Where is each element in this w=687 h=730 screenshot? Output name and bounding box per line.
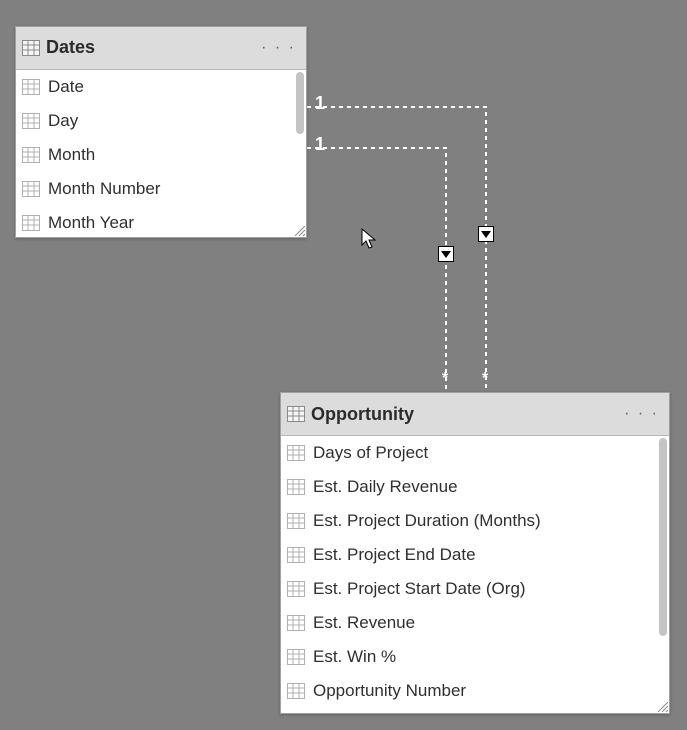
field-row[interactable]: Date xyxy=(16,70,306,104)
field-label: Est. Daily Revenue xyxy=(313,477,458,497)
field-label: Date xyxy=(48,77,84,97)
column-icon xyxy=(287,683,305,699)
column-icon xyxy=(22,215,40,231)
cardinality-from: 1 xyxy=(315,93,325,114)
resize-grip[interactable] xyxy=(295,226,305,236)
column-icon xyxy=(287,615,305,631)
cardinality-to: * xyxy=(442,370,448,388)
table-opportunity-menu[interactable]: · · · xyxy=(624,405,661,423)
cardinality-to: * xyxy=(482,370,488,388)
column-icon xyxy=(22,113,40,129)
field-label: Est. Project End Date xyxy=(313,545,476,565)
table-dates[interactable]: Dates · · · Date Day Month Month Number Mont… xyxy=(15,26,307,238)
field-label: Month Number xyxy=(48,179,160,199)
field-label: Month xyxy=(48,145,95,165)
table-dates-scrollbar[interactable] xyxy=(296,72,304,134)
filter-direction-arrow[interactable] xyxy=(438,246,454,262)
resize-grip[interactable] xyxy=(658,702,668,712)
cardinality-from: 1 xyxy=(315,134,325,155)
column-icon xyxy=(287,649,305,665)
field-row[interactable]: Day xyxy=(16,104,306,138)
table-opportunity-fields[interactable]: Days of Project Est. Daily Revenue Est. Pr… xyxy=(281,436,669,713)
field-label: Days of Project xyxy=(313,443,428,463)
field-row[interactable]: Days of Project xyxy=(281,436,669,470)
table-opportunity-title: Opportunity xyxy=(311,404,624,425)
field-row[interactable]: Month Number xyxy=(16,172,306,206)
field-row[interactable]: Month Year xyxy=(16,206,306,237)
column-icon xyxy=(287,547,305,563)
table-dates-header[interactable]: Dates · · · xyxy=(16,27,306,70)
field-row[interactable]: Est. Project Start Date (Org) xyxy=(281,572,669,606)
column-icon xyxy=(287,581,305,597)
field-row[interactable]: Est. Daily Revenue xyxy=(281,470,669,504)
field-label: Est. Project Start Date (Org) xyxy=(313,579,526,599)
table-dates-menu[interactable]: · · · xyxy=(261,39,298,57)
model-canvas[interactable]: { "canvas": { "background_color": "#8080… xyxy=(0,0,687,730)
field-label: Est. Project Duration (Months) xyxy=(313,511,541,531)
relationship-line[interactable] xyxy=(307,148,446,390)
field-row[interactable]: Month xyxy=(16,138,306,172)
table-dates-fields[interactable]: Date Day Month Month Number Month Year xyxy=(16,70,306,237)
column-icon xyxy=(22,147,40,163)
field-label: Day xyxy=(48,111,78,131)
filter-direction-arrow[interactable] xyxy=(478,226,494,242)
table-opportunity-scrollbar[interactable] xyxy=(659,438,667,636)
field-row[interactable]: Est. Project Duration (Months) xyxy=(281,504,669,538)
field-label: Est. Revenue xyxy=(313,613,415,633)
table-opportunity[interactable]: Opportunity · · · Days of Project Est. Da… xyxy=(280,392,670,714)
field-label: Est. Win % xyxy=(313,647,396,667)
column-icon xyxy=(287,513,305,529)
field-label: Month Year xyxy=(48,213,134,233)
column-icon xyxy=(287,445,305,461)
table-icon xyxy=(287,406,305,422)
field-row[interactable]: Est. Project End Date xyxy=(281,538,669,572)
column-icon xyxy=(22,79,40,95)
field-row[interactable]: Opportunity Number xyxy=(281,674,669,708)
field-label: Opportunity Number xyxy=(313,681,466,701)
field-row[interactable]: Est. Revenue xyxy=(281,606,669,640)
column-icon xyxy=(287,479,305,495)
relationship-line[interactable] xyxy=(307,107,486,390)
table-opportunity-header[interactable]: Opportunity · · · xyxy=(281,393,669,436)
mouse-cursor xyxy=(361,228,379,252)
table-icon xyxy=(22,40,40,56)
table-dates-title: Dates xyxy=(46,37,261,58)
field-row[interactable]: Est. Win % xyxy=(281,640,669,674)
column-icon xyxy=(22,181,40,197)
